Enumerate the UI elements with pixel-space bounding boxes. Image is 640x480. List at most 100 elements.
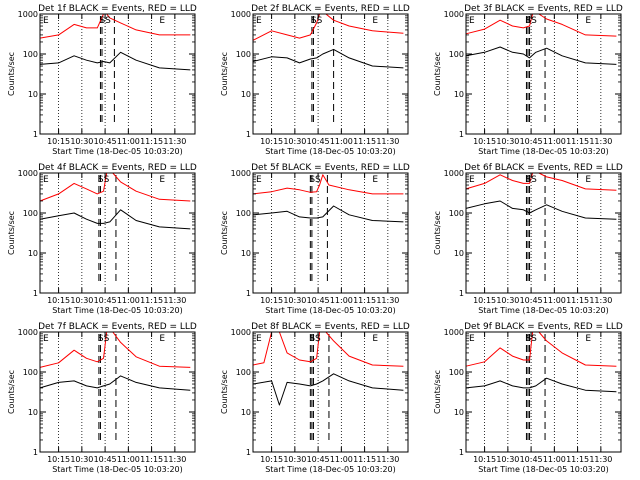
x-tick-label: 11:30: [163, 455, 186, 464]
x-tick-label: 10:45: [520, 455, 543, 464]
y-tick-label: 1: [33, 289, 38, 298]
y-axis-label: Counts/sec: [7, 211, 16, 255]
annotation-label: SS: [311, 16, 323, 26]
chart-panel-2: Det 2f BLACK = Events, RED = LLD 1 10 100 10…: [220, 4, 410, 156]
x-tick-label: 11:15: [566, 137, 589, 146]
annotation-label: E: [585, 175, 591, 185]
x-axis-label: Start Time (18-Dec-05 10:03:20): [478, 465, 609, 474]
y-tick-label: 100: [23, 209, 38, 218]
annotation-label: SS: [525, 334, 537, 344]
chart-title: Det 1f BLACK = Events, RED = LLD: [38, 4, 197, 14]
annotation-label: SS: [309, 175, 321, 185]
x-tick-label: 10:15: [473, 296, 496, 305]
x-axis-label: Start Time (18-Dec-05 10:03:20): [265, 147, 396, 156]
y-tick-label: 1000: [444, 328, 464, 337]
y-axis-label: Counts/sec: [7, 52, 16, 96]
y-tick-label: 1000: [231, 169, 251, 178]
x-tick-label: 10:30: [496, 137, 519, 146]
x-tick-label: 10:15: [47, 296, 70, 305]
x-tick-label: 11:00: [330, 296, 353, 305]
y-tick-label: 10: [28, 249, 38, 258]
lld-series-line: [39, 172, 191, 202]
y-axis-label: Counts/sec: [220, 211, 229, 255]
events-series-line: [465, 200, 617, 220]
y-tick-label: 1: [459, 130, 464, 139]
x-tick-label: 11:00: [543, 137, 566, 146]
x-tick-label: 11:30: [376, 137, 399, 146]
events-series-line: [252, 373, 404, 406]
x-tick-label: 10:15: [473, 137, 496, 146]
x-tick-label: 10:15: [260, 296, 283, 305]
x-tick-label: 10:30: [496, 296, 519, 305]
x-axis-label: Start Time (18-Dec-05 10:03:20): [52, 465, 183, 474]
x-tick-label: 10:45: [94, 137, 117, 146]
lld-series-line: [39, 331, 191, 368]
y-axis-label: Counts/sec: [433, 211, 442, 255]
x-tick-label: 10:15: [260, 455, 283, 464]
y-tick-label: 100: [236, 368, 251, 377]
y-tick-label: 1: [459, 289, 464, 298]
annotation-label: E: [469, 16, 475, 26]
y-tick-label: 10: [454, 249, 464, 258]
chart-title: Det 6f BLACK = Events, RED = LLD: [464, 163, 623, 173]
x-tick-label: 10:45: [520, 296, 543, 305]
y-tick-label: 100: [23, 368, 38, 377]
chart-panel-3: Det 3f BLACK = Events, RED = LLD 1 10 100 10…: [433, 4, 623, 156]
x-tick-label: 10:45: [94, 455, 117, 464]
plot-frame: [39, 331, 196, 453]
events-series-line: [252, 205, 404, 223]
annotation-label: SS: [525, 175, 537, 185]
x-tick-label: 10:30: [283, 455, 306, 464]
y-tick-label: 10: [28, 408, 38, 417]
x-axis-label: Start Time (18-Dec-05 10:03:20): [265, 306, 396, 315]
y-tick-label: 10: [454, 90, 464, 99]
y-tick-label: 10: [28, 90, 38, 99]
x-tick-label: 11:15: [140, 137, 163, 146]
chart-panel-4: Det 4f BLACK = Events, RED = LLD 1 10 100 10…: [7, 163, 197, 315]
x-tick-label: 10:45: [94, 296, 117, 305]
chart-panel-8: Det 8f BLACK = Events, RED = LLD 1 10 100 10…: [220, 322, 410, 474]
x-tick-label: 11:15: [353, 296, 376, 305]
plot-frame: [465, 172, 622, 294]
x-axis-label: Start Time (18-Dec-05 10:03:20): [265, 465, 396, 474]
y-axis-label: Counts/sec: [433, 52, 442, 96]
y-tick-label: 1: [33, 448, 38, 457]
annotation-label: E: [585, 334, 591, 344]
chart-title: Det 7f BLACK = Events, RED = LLD: [38, 322, 197, 332]
annotation-label: E: [256, 334, 262, 344]
chart-title: Det 5f BLACK = Events, RED = LLD: [251, 163, 410, 173]
events-series-line: [39, 209, 191, 230]
annotation-label: E: [372, 16, 378, 26]
x-tick-label: 11:00: [543, 296, 566, 305]
y-tick-label: 1: [459, 448, 464, 457]
x-tick-label: 11:30: [376, 455, 399, 464]
y-tick-label: 100: [23, 50, 38, 59]
y-axis-label: Counts/sec: [433, 370, 442, 414]
x-tick-label: 10:30: [283, 296, 306, 305]
plot-frame: [39, 13, 196, 135]
annotation-label: E: [43, 16, 49, 26]
x-axis-label: Start Time (18-Dec-05 10:03:20): [52, 147, 183, 156]
x-tick-label: 11:30: [589, 137, 612, 146]
x-axis-label: Start Time (18-Dec-05 10:03:20): [52, 306, 183, 315]
annotation-label: E: [43, 175, 49, 185]
annotation-label: E: [159, 175, 165, 185]
annotation-label: E: [256, 175, 262, 185]
x-tick-label: 10:45: [520, 137, 543, 146]
annotation-label: E: [469, 175, 475, 185]
annotation-label: E: [256, 16, 262, 26]
y-tick-label: 1000: [231, 10, 251, 19]
annotation-label: E: [159, 334, 165, 344]
events-series-line: [465, 46, 617, 65]
annotation-label: E: [43, 334, 49, 344]
x-tick-label: 10:45: [307, 455, 330, 464]
y-tick-label: 100: [236, 50, 251, 59]
lld-series-line: [465, 331, 617, 367]
y-tick-label: 1: [246, 130, 251, 139]
events-series-line: [39, 375, 191, 391]
x-tick-label: 11:30: [589, 296, 612, 305]
events-series-line: [39, 51, 191, 71]
x-tick-label: 11:00: [117, 455, 140, 464]
y-tick-label: 1000: [444, 169, 464, 178]
x-tick-label: 11:00: [543, 455, 566, 464]
